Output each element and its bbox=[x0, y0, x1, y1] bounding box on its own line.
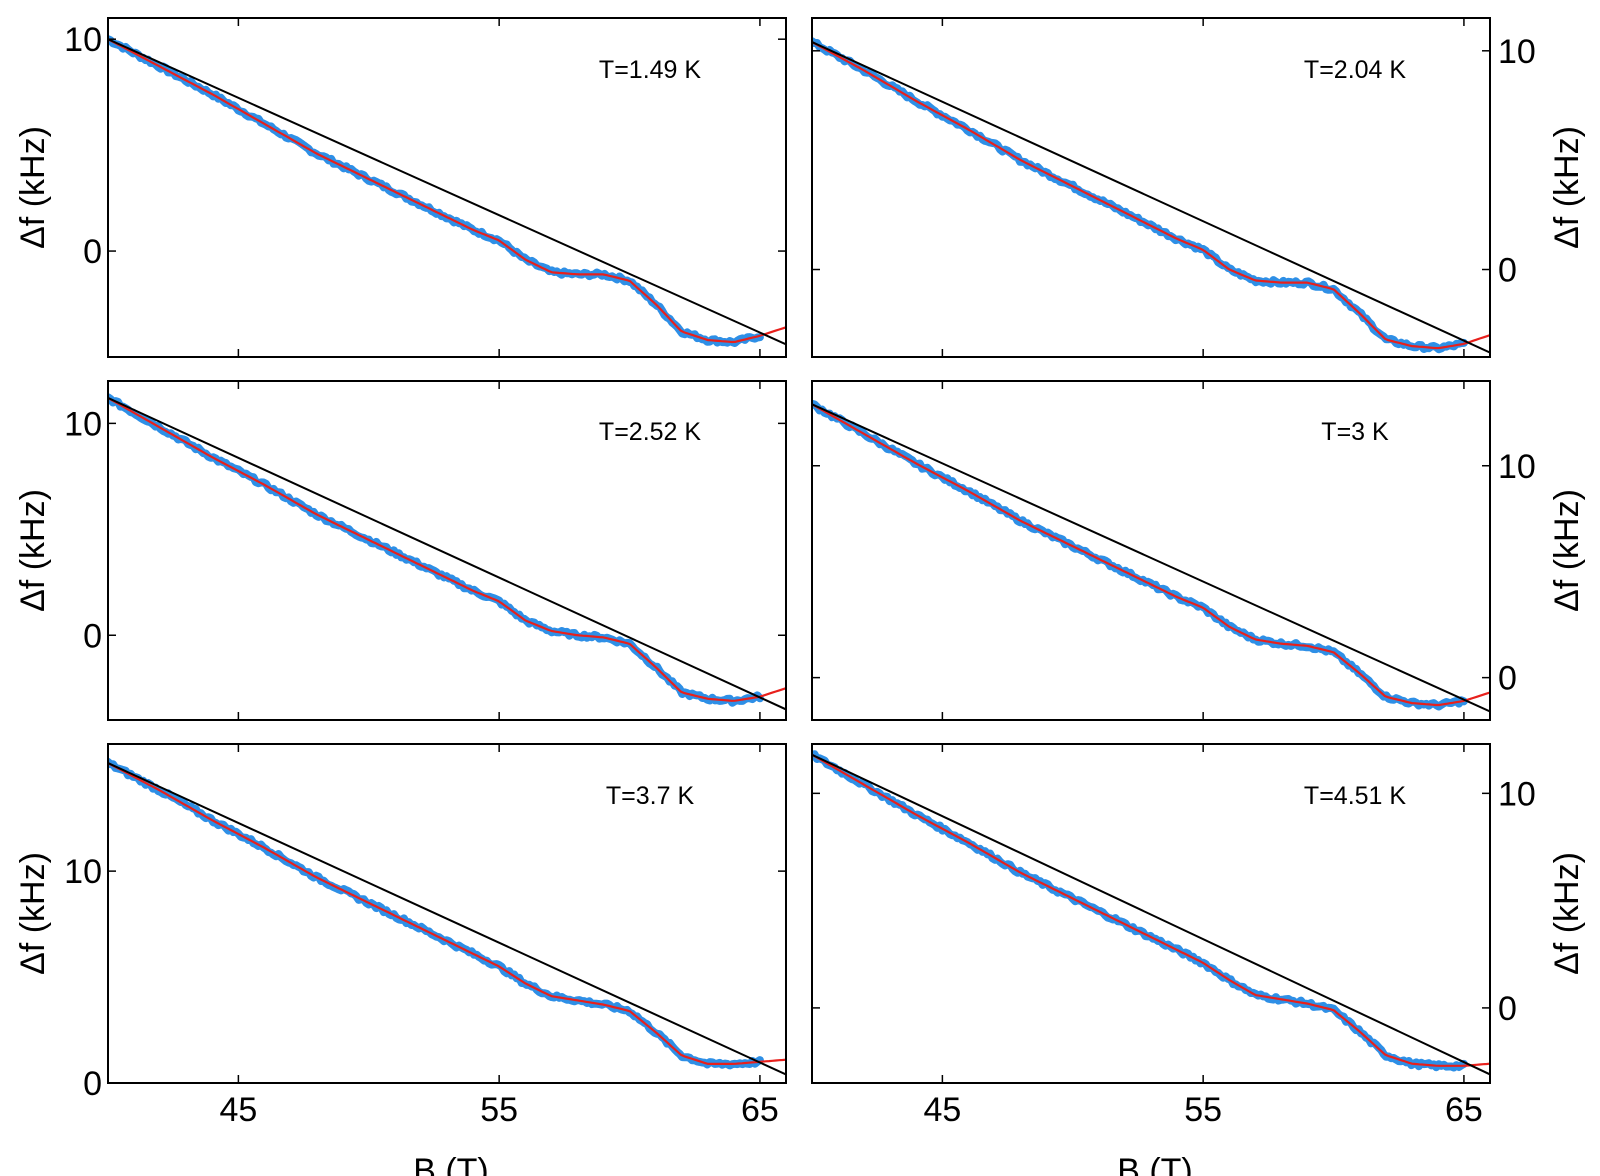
x-tick-label: 55 bbox=[1184, 1091, 1222, 1129]
y-axis-title: Δf (kHz) bbox=[1548, 852, 1586, 975]
y-tick-label: 0 bbox=[83, 233, 102, 271]
measured-data-line bbox=[108, 35, 764, 347]
y-tick-label: 10 bbox=[64, 405, 102, 443]
x-tick-label: 55 bbox=[480, 1091, 518, 1129]
plot-frame bbox=[811, 17, 1491, 358]
x-axis-title: B (T) bbox=[1117, 1152, 1193, 1176]
plot-frame bbox=[107, 743, 787, 1084]
x-tick-label: 65 bbox=[741, 1091, 779, 1129]
temperature-label: T=3.7 K bbox=[606, 782, 695, 810]
y-tick-label: 0 bbox=[1498, 660, 1517, 698]
background-line bbox=[108, 762, 786, 1076]
panel-3: 0 10 Δf (kHz) T=2.52 K bbox=[14, 380, 787, 721]
plot-area bbox=[108, 757, 786, 1076]
fit-curve bbox=[108, 762, 786, 1065]
plot-area bbox=[812, 750, 1490, 1076]
fit-curve bbox=[812, 41, 1490, 350]
y-axis-title: Δf (kHz) bbox=[1548, 489, 1586, 612]
y-tick-label: 0 bbox=[83, 617, 102, 655]
y-tick-label: 10 bbox=[1498, 448, 1536, 486]
x-tick-label: 45 bbox=[923, 1091, 961, 1129]
plot-frame bbox=[107, 17, 787, 358]
temperature-label: T=2.04 K bbox=[1304, 56, 1406, 84]
fit-curve bbox=[812, 753, 1490, 1067]
background-line bbox=[108, 38, 786, 346]
y-tick-label: 0 bbox=[83, 1065, 102, 1103]
y-axis-title: Δf (kHz) bbox=[14, 489, 52, 612]
background-line bbox=[108, 397, 786, 711]
y-tick-label: 10 bbox=[1498, 33, 1536, 71]
y-axis-title: Δf (kHz) bbox=[1548, 126, 1586, 249]
x-tick-label: 65 bbox=[1445, 1091, 1483, 1129]
panel-6: 45 55 65 0 10 Δf (kHz) B (T) T=4.51 K bbox=[811, 743, 1586, 1176]
y-tick-label: 10 bbox=[64, 21, 102, 59]
panel-2: 0 10 Δf (kHz) T=2.04 K bbox=[811, 17, 1586, 358]
panel-4: 0 10 Δf (kHz) T=3 K bbox=[811, 380, 1586, 721]
y-tick-label: 10 bbox=[64, 853, 102, 891]
fit-curve bbox=[108, 396, 786, 702]
plot-frame bbox=[107, 380, 787, 721]
plot-area bbox=[812, 399, 1490, 713]
background-line bbox=[812, 403, 1490, 713]
temperature-label: T=1.49 K bbox=[599, 56, 701, 84]
y-tick-label: 10 bbox=[1498, 775, 1536, 813]
fit-curve bbox=[108, 38, 786, 344]
plot-frame bbox=[811, 743, 1491, 1084]
plot-area bbox=[812, 37, 1490, 354]
panel-5: 45 55 65 0 10 Δf (kHz) B (T) T=3.7 K bbox=[14, 743, 787, 1176]
y-tick-label: 0 bbox=[1498, 252, 1517, 290]
x-axis-title: B (T) bbox=[413, 1152, 489, 1176]
panel-1: 0 10 Δf (kHz) T=1.49 K bbox=[14, 17, 787, 358]
y-axis-title: Δf (kHz) bbox=[14, 126, 52, 249]
fit-curve bbox=[812, 403, 1490, 707]
temperature-label: T=4.51 K bbox=[1304, 782, 1406, 810]
plot-area bbox=[108, 393, 786, 711]
y-axis-title: Δf (kHz) bbox=[14, 852, 52, 975]
x-tick-label: 45 bbox=[219, 1091, 257, 1129]
background-line bbox=[812, 41, 1490, 354]
y-tick-label: 0 bbox=[1498, 990, 1517, 1028]
temperature-label: T=2.52 K bbox=[599, 418, 701, 446]
background-line bbox=[812, 753, 1490, 1076]
plot-area bbox=[108, 35, 786, 347]
temperature-label: T=3 K bbox=[1321, 418, 1389, 446]
plot-frame bbox=[811, 380, 1491, 721]
